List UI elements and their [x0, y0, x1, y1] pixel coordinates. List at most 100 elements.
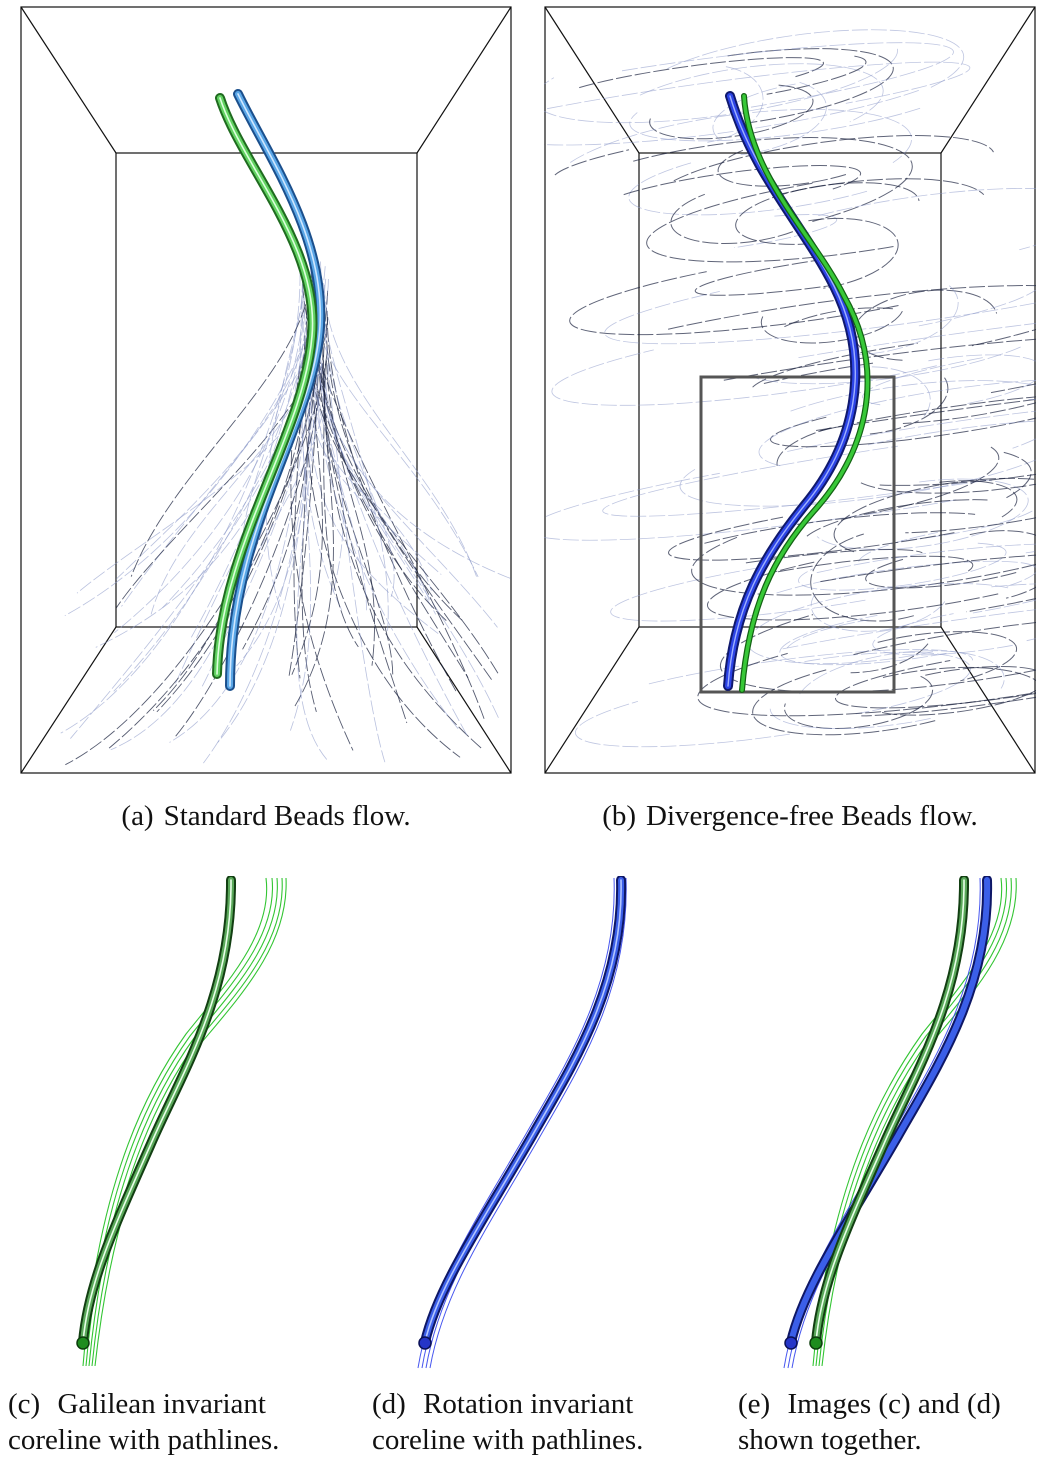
- pathline: [667, 516, 955, 561]
- pathline: [574, 701, 790, 748]
- panel-e-combined: [716, 876, 1056, 1376]
- pathline: [753, 346, 1021, 385]
- pathline: [544, 90, 919, 146]
- pathline: [810, 594, 946, 632]
- pathline: [121, 279, 329, 607]
- pathline: [787, 410, 1036, 452]
- pathline: [190, 304, 306, 640]
- pathline: [740, 82, 827, 156]
- caption-line-2: shown together.: [738, 1424, 922, 1456]
- rotation-invariant-coreline: [723, 91, 861, 691]
- pathline: [673, 135, 994, 182]
- caption-tag: (e): [738, 1388, 771, 1420]
- panel-a-render: [20, 6, 512, 774]
- pathline: [623, 165, 862, 196]
- pathline: [323, 284, 477, 577]
- rotation-invariant-coreline: [786, 876, 993, 1347]
- pathline: [752, 669, 936, 736]
- pathline: [852, 285, 959, 356]
- pathline: [865, 558, 1017, 589]
- pathline: [735, 182, 920, 245]
- pathline: [820, 554, 1036, 613]
- pathline: [706, 561, 999, 621]
- pathline: [633, 137, 913, 222]
- pathline: [579, 57, 824, 89]
- pathlines: [544, 29, 1036, 748]
- panel-a-standard-beads-flow: [20, 6, 512, 776]
- caption-text: Divergence-free Beads flow.: [646, 800, 978, 832]
- pathline: [786, 619, 869, 649]
- galilean-invariant-coreline: [212, 93, 318, 679]
- caption-tag: (c): [8, 1388, 41, 1420]
- rotation-invariant-coreline: [225, 89, 326, 691]
- pathline: [719, 614, 1036, 693]
- pathline: [325, 375, 500, 720]
- caption-tag: (a): [121, 800, 154, 832]
- pathline: [309, 341, 500, 676]
- seed-point-marker: [418, 1336, 432, 1350]
- galilean-invariant-coreline: [811, 876, 970, 1347]
- pathline: [130, 271, 313, 577]
- pathline: [670, 193, 794, 245]
- pathline: [752, 342, 918, 388]
- pathline: [798, 322, 1036, 358]
- pathline: [310, 351, 442, 575]
- panel-e-render: [783, 876, 1017, 1369]
- pathline: [313, 366, 432, 591]
- seed-point-marker: [76, 1336, 90, 1350]
- pathline: [610, 567, 866, 622]
- pathline: [554, 149, 630, 176]
- pathline: [810, 533, 914, 622]
- caption-text: Galilean invariant: [57, 1388, 266, 1420]
- pathline: [776, 560, 1036, 594]
- pathline: [76, 363, 323, 594]
- pathline: [629, 107, 921, 142]
- pathline: [863, 446, 1000, 515]
- caption-line-2: coreline with pathlines.: [372, 1424, 644, 1456]
- caption-b: (b) Divergence-free Beads flow.: [544, 798, 1036, 834]
- pathline: [628, 162, 868, 216]
- pathline: [858, 532, 938, 562]
- pathline: [115, 315, 313, 580]
- pathline: [758, 379, 1036, 467]
- pathline: [784, 307, 896, 328]
- rotation-seed-marker: [784, 1336, 798, 1350]
- caption-tag: (b): [602, 800, 637, 832]
- pathline: [861, 696, 1036, 717]
- pathline: [707, 66, 764, 143]
- pathline: [242, 348, 321, 650]
- pathline: [316, 358, 459, 729]
- pathline: [867, 420, 1036, 446]
- pathline: [799, 650, 1005, 695]
- galilean-invariant-coreline: [78, 876, 237, 1347]
- pathline: [877, 631, 1018, 682]
- panel-d-render: [417, 876, 627, 1369]
- pathline: [778, 555, 974, 573]
- pathline: [311, 279, 479, 578]
- pathline: [1003, 451, 1032, 500]
- pathline: [318, 325, 498, 628]
- pathline: [95, 354, 304, 648]
- pathline: [734, 214, 838, 248]
- caption-d: (d) Rotation invariant coreline with pat…: [372, 1386, 686, 1458]
- pathline: [869, 377, 949, 435]
- pathline: [798, 542, 1007, 591]
- pathline: [760, 310, 903, 344]
- pathline: [306, 363, 439, 634]
- pathline: [317, 322, 492, 680]
- pathlines: [60, 259, 512, 766]
- caption-line-1: (d) Rotation invariant: [372, 1386, 686, 1422]
- pathline: [816, 543, 1036, 642]
- caption-line-2: coreline with pathlines.: [8, 1424, 280, 1456]
- pathline: [928, 354, 1036, 405]
- pathline: [694, 259, 840, 296]
- pathline: [852, 366, 931, 417]
- pathline: [174, 346, 324, 738]
- pathline: [727, 48, 894, 123]
- caption-c: (c) Galilean invariant coreline with pat…: [8, 1386, 322, 1458]
- pathline: [819, 396, 1036, 432]
- pathline: [311, 267, 447, 622]
- pathline: [804, 651, 971, 715]
- pathline: [296, 362, 328, 760]
- pathline: [905, 517, 1036, 534]
